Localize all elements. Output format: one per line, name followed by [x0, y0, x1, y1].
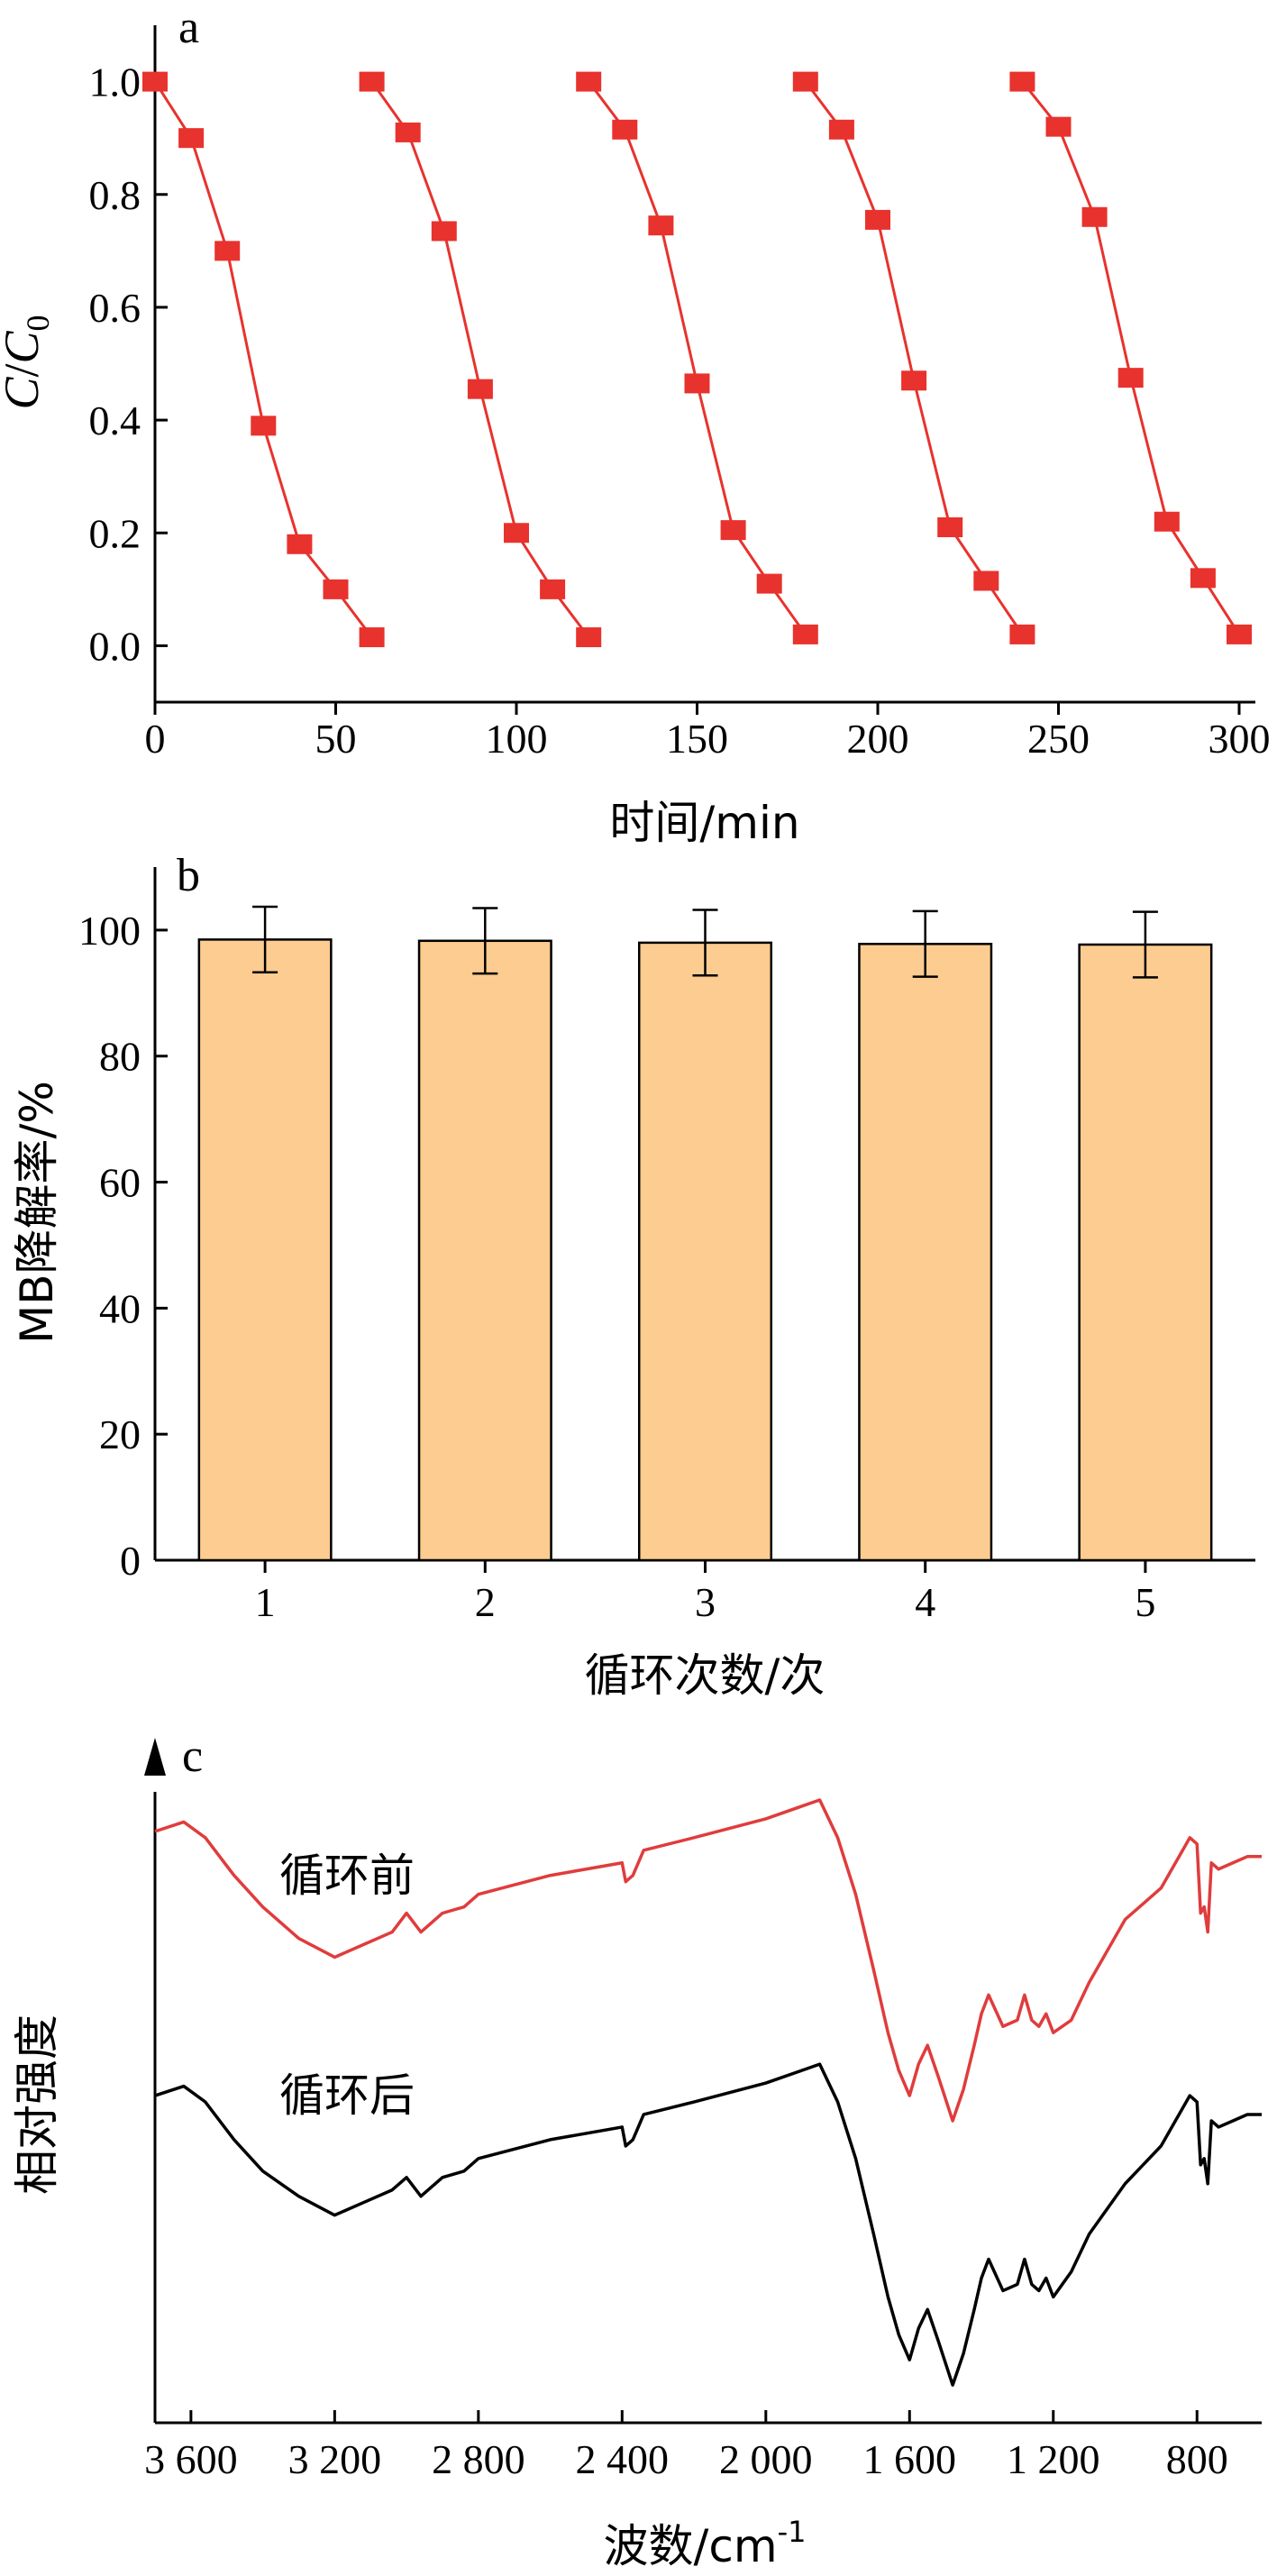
data-point	[1117, 368, 1144, 388]
spectrum-after-cycle	[154, 2062, 1262, 2387]
data-point	[178, 128, 205, 149]
panel-c-spectrum-chart: c 3 600 3 200 2 800 2 400 2 000 1 600 1 200 800…	[11, 1731, 1262, 2572]
x-tick-label: 1 600	[863, 2436, 957, 2482]
data-point	[973, 571, 999, 591]
data-point	[612, 119, 638, 140]
y-tick-label: 0.4	[89, 397, 141, 443]
data-point	[214, 241, 241, 261]
bar-cycle-4	[858, 943, 993, 1562]
y-tick-label: 20	[99, 1411, 141, 1457]
x-tick-label: 2 000	[719, 2436, 813, 2482]
x-tick-label: 300	[1209, 716, 1271, 762]
series-label-after-cycle: 循环后	[279, 2069, 415, 2122]
cycle-3-line	[588, 80, 807, 635]
panel-c-y-axis-title: 相对强度	[11, 2014, 63, 2195]
panel-a-y-axis-title: C/C0	[0, 315, 56, 409]
data-point	[576, 627, 602, 648]
y-tick-label: 0	[120, 1538, 141, 1584]
cycle-4-line	[804, 80, 1024, 635]
data-point	[1009, 624, 1035, 644]
data-point	[395, 122, 421, 142]
y-tick-label: 0.6	[89, 285, 141, 331]
cycle-2-line	[370, 80, 590, 638]
data-point	[504, 523, 529, 544]
series-label-before-cycle: 循环前	[279, 1850, 415, 1902]
x-tick-label: 2	[475, 1579, 496, 1625]
bar-cycle-5	[1078, 943, 1213, 1562]
data-point	[756, 573, 782, 594]
y-tick-label: 1.0	[89, 59, 141, 105]
data-point	[287, 534, 313, 554]
x-tick-label: 2 400	[576, 2436, 670, 2482]
x-tick-label: 3 600	[144, 2436, 238, 2482]
panel-b-y-axis-title: MB降解率/%	[11, 1081, 63, 1344]
bar-cycle-2	[417, 939, 552, 1562]
data-point	[359, 627, 385, 648]
x-tick-label: 5	[1135, 1579, 1155, 1625]
x-tick-label: 50	[315, 716, 357, 762]
y-tick-label: 80	[99, 1034, 141, 1080]
panel-c-y-arrow	[144, 1738, 166, 1776]
data-point	[901, 370, 927, 391]
data-point	[1227, 624, 1252, 644]
x-tick-label: 250	[1027, 716, 1090, 762]
x-tick-label: 1 200	[1007, 2436, 1100, 2482]
data-point	[1154, 511, 1180, 532]
data-point	[431, 221, 457, 242]
data-point	[865, 209, 890, 230]
data-point	[323, 579, 349, 599]
panel-c-x-axis-title: 波数/cm-1	[604, 2515, 807, 2572]
panel-c-label: c	[182, 1731, 203, 1782]
x-tick-label: 0	[145, 716, 166, 762]
data-point	[828, 119, 854, 140]
y-tick-label: 100	[78, 908, 141, 954]
data-point	[359, 71, 385, 92]
x-tick-label: 3 200	[288, 2436, 382, 2482]
bar-cycle-1	[197, 938, 333, 1562]
panel-b-label: b	[177, 850, 200, 901]
data-point	[684, 373, 710, 394]
y-tick-label: 60	[99, 1160, 141, 1206]
data-point	[648, 215, 674, 236]
data-point	[576, 71, 602, 92]
x-tick-label: 200	[847, 716, 909, 762]
panel-a-line-chart: a 0 50 100 150 200 250 300 0.0 0.2 0.4 0.6 0.8 1.0 时…	[0, 2, 1271, 849]
panel-a-label: a	[178, 2, 199, 53]
data-point	[720, 520, 746, 541]
data-point	[251, 416, 277, 436]
x-tick-label: 2 800	[432, 2436, 525, 2482]
x-tick-label: 1	[255, 1579, 276, 1625]
y-tick-label: 0.0	[89, 623, 141, 669]
data-point	[540, 579, 566, 599]
data-point	[937, 516, 963, 537]
data-point	[1009, 71, 1035, 92]
cycle-5-line	[1021, 80, 1241, 635]
x-tick-label: 150	[666, 716, 728, 762]
data-point	[142, 71, 168, 92]
cycle-1-line	[153, 80, 373, 638]
data-point	[1190, 568, 1216, 589]
data-point	[1045, 116, 1072, 137]
y-tick-label: 40	[99, 1285, 141, 1331]
panel-b-x-axis-title: 循环次数/次	[585, 1649, 825, 1702]
bar-cycle-3	[637, 941, 773, 1562]
x-tick-label: 800	[1166, 2436, 1228, 2482]
panel-b-bar-chart: b 0 20 40 60 80 100 1 2 3 4 5 循环次数/次 MB降解率/%	[11, 850, 1255, 1702]
x-tick-label: 4	[915, 1579, 935, 1625]
data-point	[792, 624, 818, 644]
x-tick-label: 3	[695, 1579, 716, 1625]
panel-a-x-axis-title: 时间/min	[609, 797, 799, 849]
x-tick-label: 100	[486, 716, 548, 762]
y-tick-label: 0.8	[89, 172, 141, 218]
spectrum-before-cycle	[154, 1798, 1262, 2123]
data-point	[467, 379, 493, 399]
y-tick-label: 0.2	[89, 510, 141, 556]
data-point	[1081, 206, 1108, 227]
data-point	[792, 71, 818, 92]
